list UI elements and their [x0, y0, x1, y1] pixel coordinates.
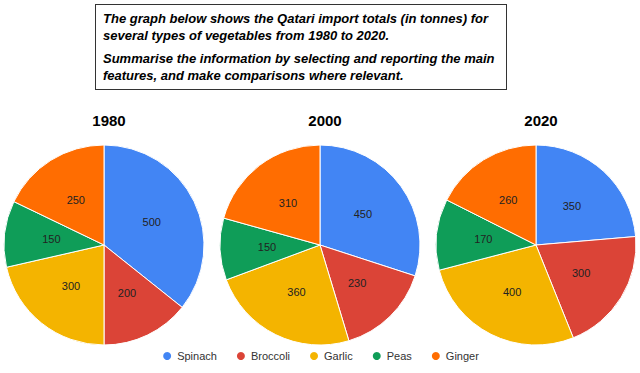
html-text:The graph below shows the Qata: The graph below shows the Qatari import …: [103, 11, 488, 43]
svg-text:Ginger: Ginger: [446, 350, 479, 362]
svg-text:150: 150: [42, 233, 60, 245]
svg-text:230: 230: [348, 277, 366, 289]
svg-text:Spinach: Spinach: [177, 350, 217, 362]
html-text:Summarise the information by s: Summarise the information by selecting a…: [103, 51, 495, 83]
svg-text:150: 150: [258, 241, 276, 253]
svg-text:450: 450: [354, 208, 372, 220]
svg-text:260: 260: [499, 194, 517, 206]
svg-text:Broccoli: Broccoli: [251, 350, 290, 362]
svg-text:1980: 1980: [92, 112, 125, 129]
svg-text:300: 300: [62, 280, 80, 292]
svg-text:300: 300: [572, 267, 590, 279]
svg-text:Peas: Peas: [387, 350, 413, 362]
svg-text:170: 170: [474, 233, 492, 245]
svg-text:500: 500: [143, 216, 161, 228]
svg-text:360: 360: [287, 286, 305, 298]
svg-text:400: 400: [503, 286, 521, 298]
svg-text:310: 310: [279, 197, 297, 209]
svg-text:200: 200: [118, 287, 136, 299]
svg-text:2000: 2000: [308, 112, 341, 129]
svg-text:250: 250: [67, 194, 85, 206]
svg-text:2020: 2020: [524, 112, 557, 129]
svg-text:350: 350: [563, 200, 581, 212]
svg-text:Garlic: Garlic: [324, 350, 353, 362]
